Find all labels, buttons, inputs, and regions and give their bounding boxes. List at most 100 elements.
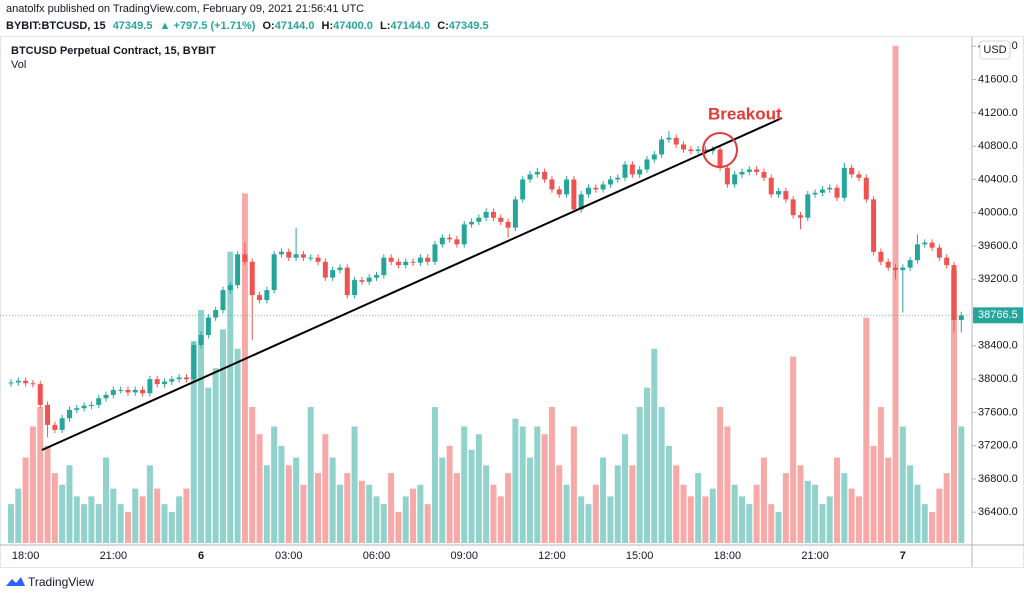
candle-body xyxy=(315,257,321,262)
candle-body xyxy=(45,404,51,425)
candle-body xyxy=(958,315,964,321)
volume-bar xyxy=(760,457,767,543)
volume-bar xyxy=(885,457,892,543)
volume-bar xyxy=(578,496,585,543)
volume-bar xyxy=(219,329,226,543)
candle-body xyxy=(213,310,219,318)
candle-body xyxy=(15,380,21,383)
volume-bar xyxy=(519,426,526,543)
candle-body xyxy=(878,251,884,262)
candle-body xyxy=(8,382,14,384)
volume-bar xyxy=(256,434,263,543)
volume-bar xyxy=(424,504,431,543)
candle-body xyxy=(498,217,504,222)
candle-body xyxy=(900,267,906,271)
candle-body xyxy=(922,242,928,245)
volume-bar xyxy=(329,457,336,543)
trendline xyxy=(41,117,783,451)
x-tick-label: 18:00 xyxy=(714,550,742,562)
volume-bar xyxy=(505,473,512,543)
ohlc-label: O: xyxy=(262,20,274,32)
volume-bar xyxy=(37,407,44,543)
candle-body xyxy=(23,380,29,384)
candle-body xyxy=(797,215,803,218)
volume-bar xyxy=(709,488,716,543)
volume-bar xyxy=(468,449,475,543)
volume-bar xyxy=(395,511,402,543)
y-tick-label: 37200.0 xyxy=(978,440,1018,452)
x-tick-label: 12:00 xyxy=(538,550,566,562)
candle-body xyxy=(914,244,920,261)
volume-bar xyxy=(717,407,724,543)
candle-body xyxy=(585,187,591,195)
candle-body xyxy=(103,394,109,399)
candle-body xyxy=(132,389,138,393)
candle-body xyxy=(81,405,87,409)
currency-box[interactable] xyxy=(979,40,1011,60)
change: ▲ +797.5 (+1.71%) xyxy=(160,20,256,32)
volume-bar xyxy=(768,504,775,543)
candle-body xyxy=(841,167,847,198)
candle-body xyxy=(673,137,679,145)
volume-bar xyxy=(950,271,957,543)
volume-bar xyxy=(29,426,36,543)
last-price-label: 38766.5 xyxy=(978,309,1018,321)
candle-body xyxy=(88,404,94,406)
candle-body xyxy=(110,389,116,395)
volume-bar xyxy=(943,473,950,543)
y-tick-label: 39600.0 xyxy=(978,240,1018,252)
candle-body xyxy=(702,149,708,152)
candle-body xyxy=(929,242,935,248)
volume-bar xyxy=(212,368,219,543)
candle-body xyxy=(542,171,548,180)
volume-bar xyxy=(154,488,161,543)
volume-bar xyxy=(622,434,629,543)
candle-body xyxy=(644,159,650,170)
volume-bar xyxy=(929,511,936,543)
volume-bar xyxy=(249,407,256,543)
candle-body xyxy=(944,257,950,266)
volume-bar xyxy=(439,457,446,543)
volume-bar xyxy=(541,434,548,543)
volume-bar xyxy=(373,496,380,543)
volume-bar xyxy=(15,488,22,543)
volume-bar xyxy=(358,480,365,543)
volume-bar xyxy=(263,465,270,543)
candle-body xyxy=(198,335,204,345)
last-price-box xyxy=(973,307,1023,324)
x-tick-label: 6 xyxy=(198,550,204,562)
volume-bar xyxy=(527,457,534,543)
ohlc-label: C: xyxy=(437,20,449,32)
candle-body xyxy=(783,191,789,200)
volume-bar xyxy=(914,484,921,543)
series-title: BTCUSD Perpetual Contract, 15, BYBIT xyxy=(11,45,216,57)
volume-bar xyxy=(702,496,709,543)
volume-bar xyxy=(643,387,650,543)
candle-body xyxy=(308,257,314,259)
volume-bar xyxy=(629,465,636,543)
volume-bar xyxy=(899,426,906,543)
volume-bar xyxy=(804,480,811,543)
candle-body xyxy=(37,384,43,405)
y-tick-label: 36400.0 xyxy=(978,506,1018,518)
volume-bar xyxy=(570,426,577,543)
candle-body xyxy=(578,194,584,210)
x-tick-label: 03:00 xyxy=(275,550,303,562)
volume-bar xyxy=(388,473,395,543)
candle-body xyxy=(790,199,796,216)
candle-body xyxy=(257,295,263,301)
candle-body xyxy=(359,280,365,282)
volume-bar xyxy=(22,457,29,543)
volume-bar xyxy=(483,465,490,543)
candle-body xyxy=(118,389,124,391)
candle-body xyxy=(169,379,175,382)
volume-bar xyxy=(461,426,468,543)
candle-body xyxy=(556,189,562,195)
volume-bar xyxy=(695,473,702,543)
candle-body xyxy=(417,257,423,263)
volume-bar xyxy=(585,504,592,543)
volume-bar xyxy=(790,356,797,543)
volume-bar xyxy=(936,488,943,543)
plot: 36400.0 36800.0 37200.0 37600.0 38000.0 38400… xyxy=(0,40,1023,562)
candle-body xyxy=(637,169,643,175)
